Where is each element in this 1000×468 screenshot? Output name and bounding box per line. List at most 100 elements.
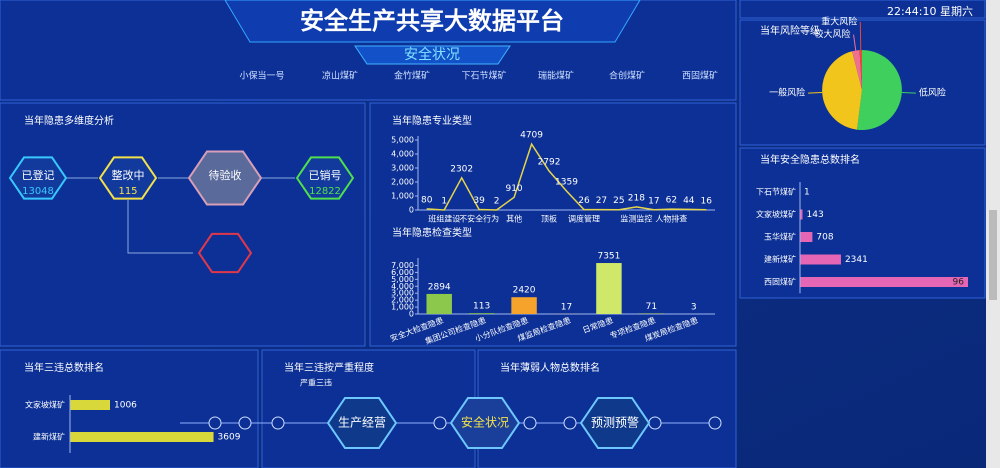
x-tick-label: 班组建设 [428, 214, 460, 224]
y-tick-label: 文家坡煤矿 [25, 400, 65, 410]
node-value: 115 [118, 186, 137, 197]
data-label: 17 [648, 196, 659, 206]
tab[interactable]: 下石节煤矿 [461, 70, 506, 82]
y-tick-label: 玉华煤矿 [764, 232, 796, 242]
bar [70, 432, 214, 442]
y-tick-label: 7,000 [391, 261, 414, 270]
y-tick-label: 文家坡煤矿 [756, 209, 796, 219]
data-label: 2420 [513, 286, 536, 296]
y-tick-label: 3,000 [391, 289, 414, 298]
nav: 生产经营 安全状况 预测预警 [208, 397, 722, 449]
nav-dot [271, 416, 285, 430]
title-plate [224, 0, 641, 43]
panel-title: 当年薄弱人物总数排名 [500, 361, 600, 374]
pie-slice [822, 51, 862, 130]
data-label: 910 [505, 184, 522, 194]
nav-label: 生产经营 [338, 416, 386, 430]
bar [800, 254, 841, 265]
nav-button[interactable]: 安全状况 [449, 397, 521, 449]
data-label: 3 [691, 302, 697, 312]
nav-label: 安全状况 [461, 415, 509, 430]
bar [800, 232, 813, 242]
bar [800, 209, 803, 220]
chart-title: 当年三违总数排名 [24, 361, 104, 374]
page-subtitle: 安全状况 [404, 46, 460, 63]
y-tick-label: 建新煤矿 [764, 254, 796, 264]
y-tick-label: 2,000 [391, 178, 414, 187]
chart-title: 当年安全隐患总数排名 [760, 153, 860, 166]
data-label: 3609 [218, 433, 241, 443]
y-tick-label: 5,000 [391, 136, 414, 145]
nav-dot [523, 416, 537, 430]
node-shape [98, 156, 158, 200]
y-tick-label: 1,000 [391, 192, 414, 201]
legend-label: 较大风险 [815, 28, 851, 40]
y-tick-label: 下石节煤矿 [756, 187, 796, 197]
panel [0, 349, 259, 468]
data-label: 2 [494, 196, 500, 206]
node-label: 已登记 [22, 168, 55, 182]
pie-slice [859, 50, 862, 90]
panel [0, 102, 366, 347]
data-label: 113 [473, 302, 490, 312]
nav-dot [238, 416, 252, 430]
data-label: 708 [816, 233, 833, 243]
x-tick-label: 人物排查 [655, 214, 687, 224]
nav-button[interactable]: 生产经营 [326, 397, 398, 449]
pie-slice [852, 50, 862, 90]
panel [739, 147, 986, 299]
x-tick-label: 其他 [506, 214, 522, 224]
data-label: 1359 [555, 177, 578, 187]
panel [369, 102, 737, 347]
clock-time: 22:44:10 星期六 [887, 5, 973, 18]
connector [66, 177, 295, 254]
legend-label: 一般风险 [769, 87, 805, 99]
tab[interactable]: 凉山煤矿 [322, 70, 358, 82]
data-label: 4709 [520, 131, 543, 141]
data-label: 2792 [538, 157, 561, 167]
chart-title: 当年风险等级 [760, 24, 820, 37]
x-tick-label: 顶板 [541, 214, 557, 224]
pie-slice [857, 50, 902, 130]
nav-label: 预测预警 [591, 415, 639, 430]
nav-button[interactable]: 预测预警 [579, 397, 651, 449]
x-tick-label: 监测监控 [620, 214, 652, 224]
subtitle-plate [354, 45, 511, 65]
data-label: 2302 [450, 164, 473, 174]
data-label: 96 [953, 278, 965, 288]
node-value: 13048 [22, 186, 54, 197]
leader-line [808, 92, 823, 94]
bar [596, 263, 622, 314]
data-label: 1 [804, 188, 810, 198]
tab[interactable]: 金竹煤矿 [394, 70, 430, 82]
tab[interactable]: 西固煤矿 [682, 70, 718, 82]
nav-dot [648, 416, 662, 430]
tab[interactable]: 小保当一号 [239, 70, 284, 82]
y-tick-label: 0 [409, 206, 414, 215]
flow-diagram: 已登记 13048 整改中 115 待验收 已销号 12822 [8, 150, 355, 274]
tab[interactable]: 合创煤矿 [609, 70, 645, 82]
clock-bar [739, 0, 986, 19]
data-label: 44 [683, 196, 695, 206]
y-tick-label: 5,000 [391, 275, 414, 284]
chart-title: 当年隐患专业类型 [392, 114, 472, 127]
bar [426, 293, 452, 314]
nav-shape [579, 397, 651, 449]
page-title: 安全生产共享大数据平台 [300, 7, 564, 35]
node-label: 已销号 [309, 168, 342, 182]
nav-shape [449, 397, 521, 449]
bar [70, 400, 111, 410]
node-label: 整改中 [112, 168, 145, 182]
bar [511, 297, 537, 314]
data-label: 1 [441, 196, 447, 206]
y-tick-label: 西固煤矿 [764, 277, 796, 287]
x-tick-label: 调度管理 [568, 214, 600, 224]
chart-title: 当年隐患检查类型 [392, 226, 472, 239]
y-tick-label: 2,000 [391, 296, 414, 305]
tab[interactable]: 瑞能煤矿 [538, 70, 574, 82]
x-tick-label: 不安全行为 [459, 214, 499, 224]
nav-dot [563, 416, 577, 430]
node-label: 待验收 [209, 168, 242, 182]
data-label: 2341 [845, 255, 868, 265]
